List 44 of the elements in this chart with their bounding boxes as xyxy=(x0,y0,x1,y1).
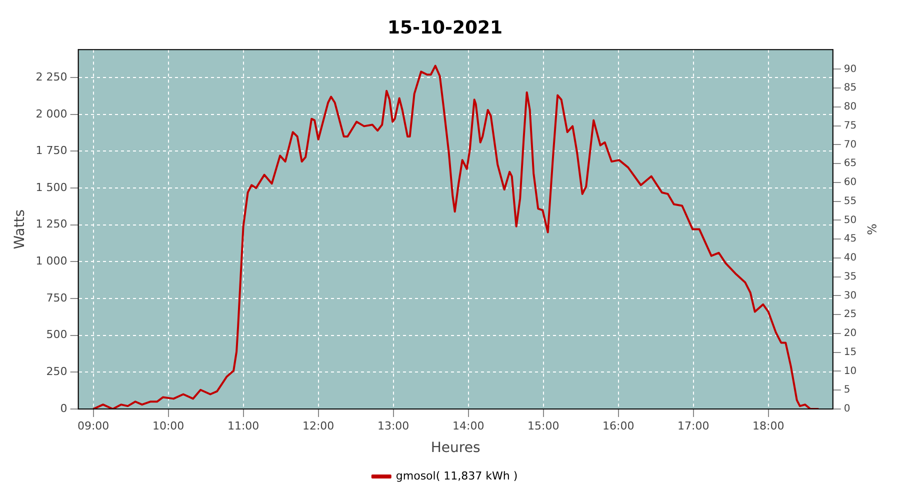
y2-tick-label: 70 xyxy=(844,139,857,150)
y2-tick-label: 35 xyxy=(844,271,857,282)
x-tick-label: 18:00 xyxy=(752,419,784,432)
y2-tick-label: 60 xyxy=(844,177,857,188)
y2-axis-title: % xyxy=(864,224,879,236)
y2-tick-label: 45 xyxy=(844,234,857,245)
x-tick-label: 15:00 xyxy=(527,419,560,432)
y2-tick-label: 25 xyxy=(844,309,857,320)
y-tick-label: 250 xyxy=(46,365,68,378)
y2-tick-label: 0 xyxy=(844,404,850,415)
y2-tick-label: 10 xyxy=(844,366,857,377)
y2-tick-label: 5 xyxy=(844,384,850,396)
y-tick-label: 2 250 xyxy=(36,70,68,84)
x-tick-label: 10:00 xyxy=(152,419,184,432)
y-axis-title: Watts xyxy=(12,209,28,250)
y2-tick-label: 65 xyxy=(844,158,857,170)
x-tick-label: 09:00 xyxy=(77,419,110,432)
y2-tick-label: 15 xyxy=(844,346,857,358)
y2-tick-label: 40 xyxy=(844,252,857,264)
y-tick-label: 0 xyxy=(60,402,68,415)
y-tick-label: 1 250 xyxy=(36,218,68,231)
x-tick-label: 13:00 xyxy=(377,419,410,432)
y2-tick-label: 20 xyxy=(844,328,857,340)
x-tick-label: 12:00 xyxy=(302,419,334,432)
y-tick-label: 1 750 xyxy=(36,144,68,158)
x-axis-title: Heures xyxy=(430,440,480,456)
y2-tick-label: 75 xyxy=(844,120,857,132)
y-tick-label: 750 xyxy=(46,291,68,304)
y2-tick-label: 55 xyxy=(844,196,857,207)
x-tick-label: 17:00 xyxy=(678,419,710,432)
y-tick-label: 1 500 xyxy=(36,180,68,194)
y2-tick-label: 80 xyxy=(844,102,857,113)
x-tick-label: 16:00 xyxy=(602,419,634,432)
y2-tick-label: 30 xyxy=(844,290,857,302)
y-tick-label: 1 000 xyxy=(36,254,68,268)
x-tick-label: 11:00 xyxy=(227,419,260,432)
y2-tick-label: 50 xyxy=(844,214,857,226)
chart-title: 15-10-2021 xyxy=(387,17,503,38)
y-tick-label: 2 000 xyxy=(36,107,68,120)
y-tick-label: 500 xyxy=(46,328,68,342)
y2-tick-label: 85 xyxy=(844,82,857,94)
x-tick-label: 14:00 xyxy=(452,419,484,432)
legend-label: gmosol( 11,837 kWh ) xyxy=(396,469,518,482)
y2-tick-label: 90 xyxy=(844,64,857,75)
